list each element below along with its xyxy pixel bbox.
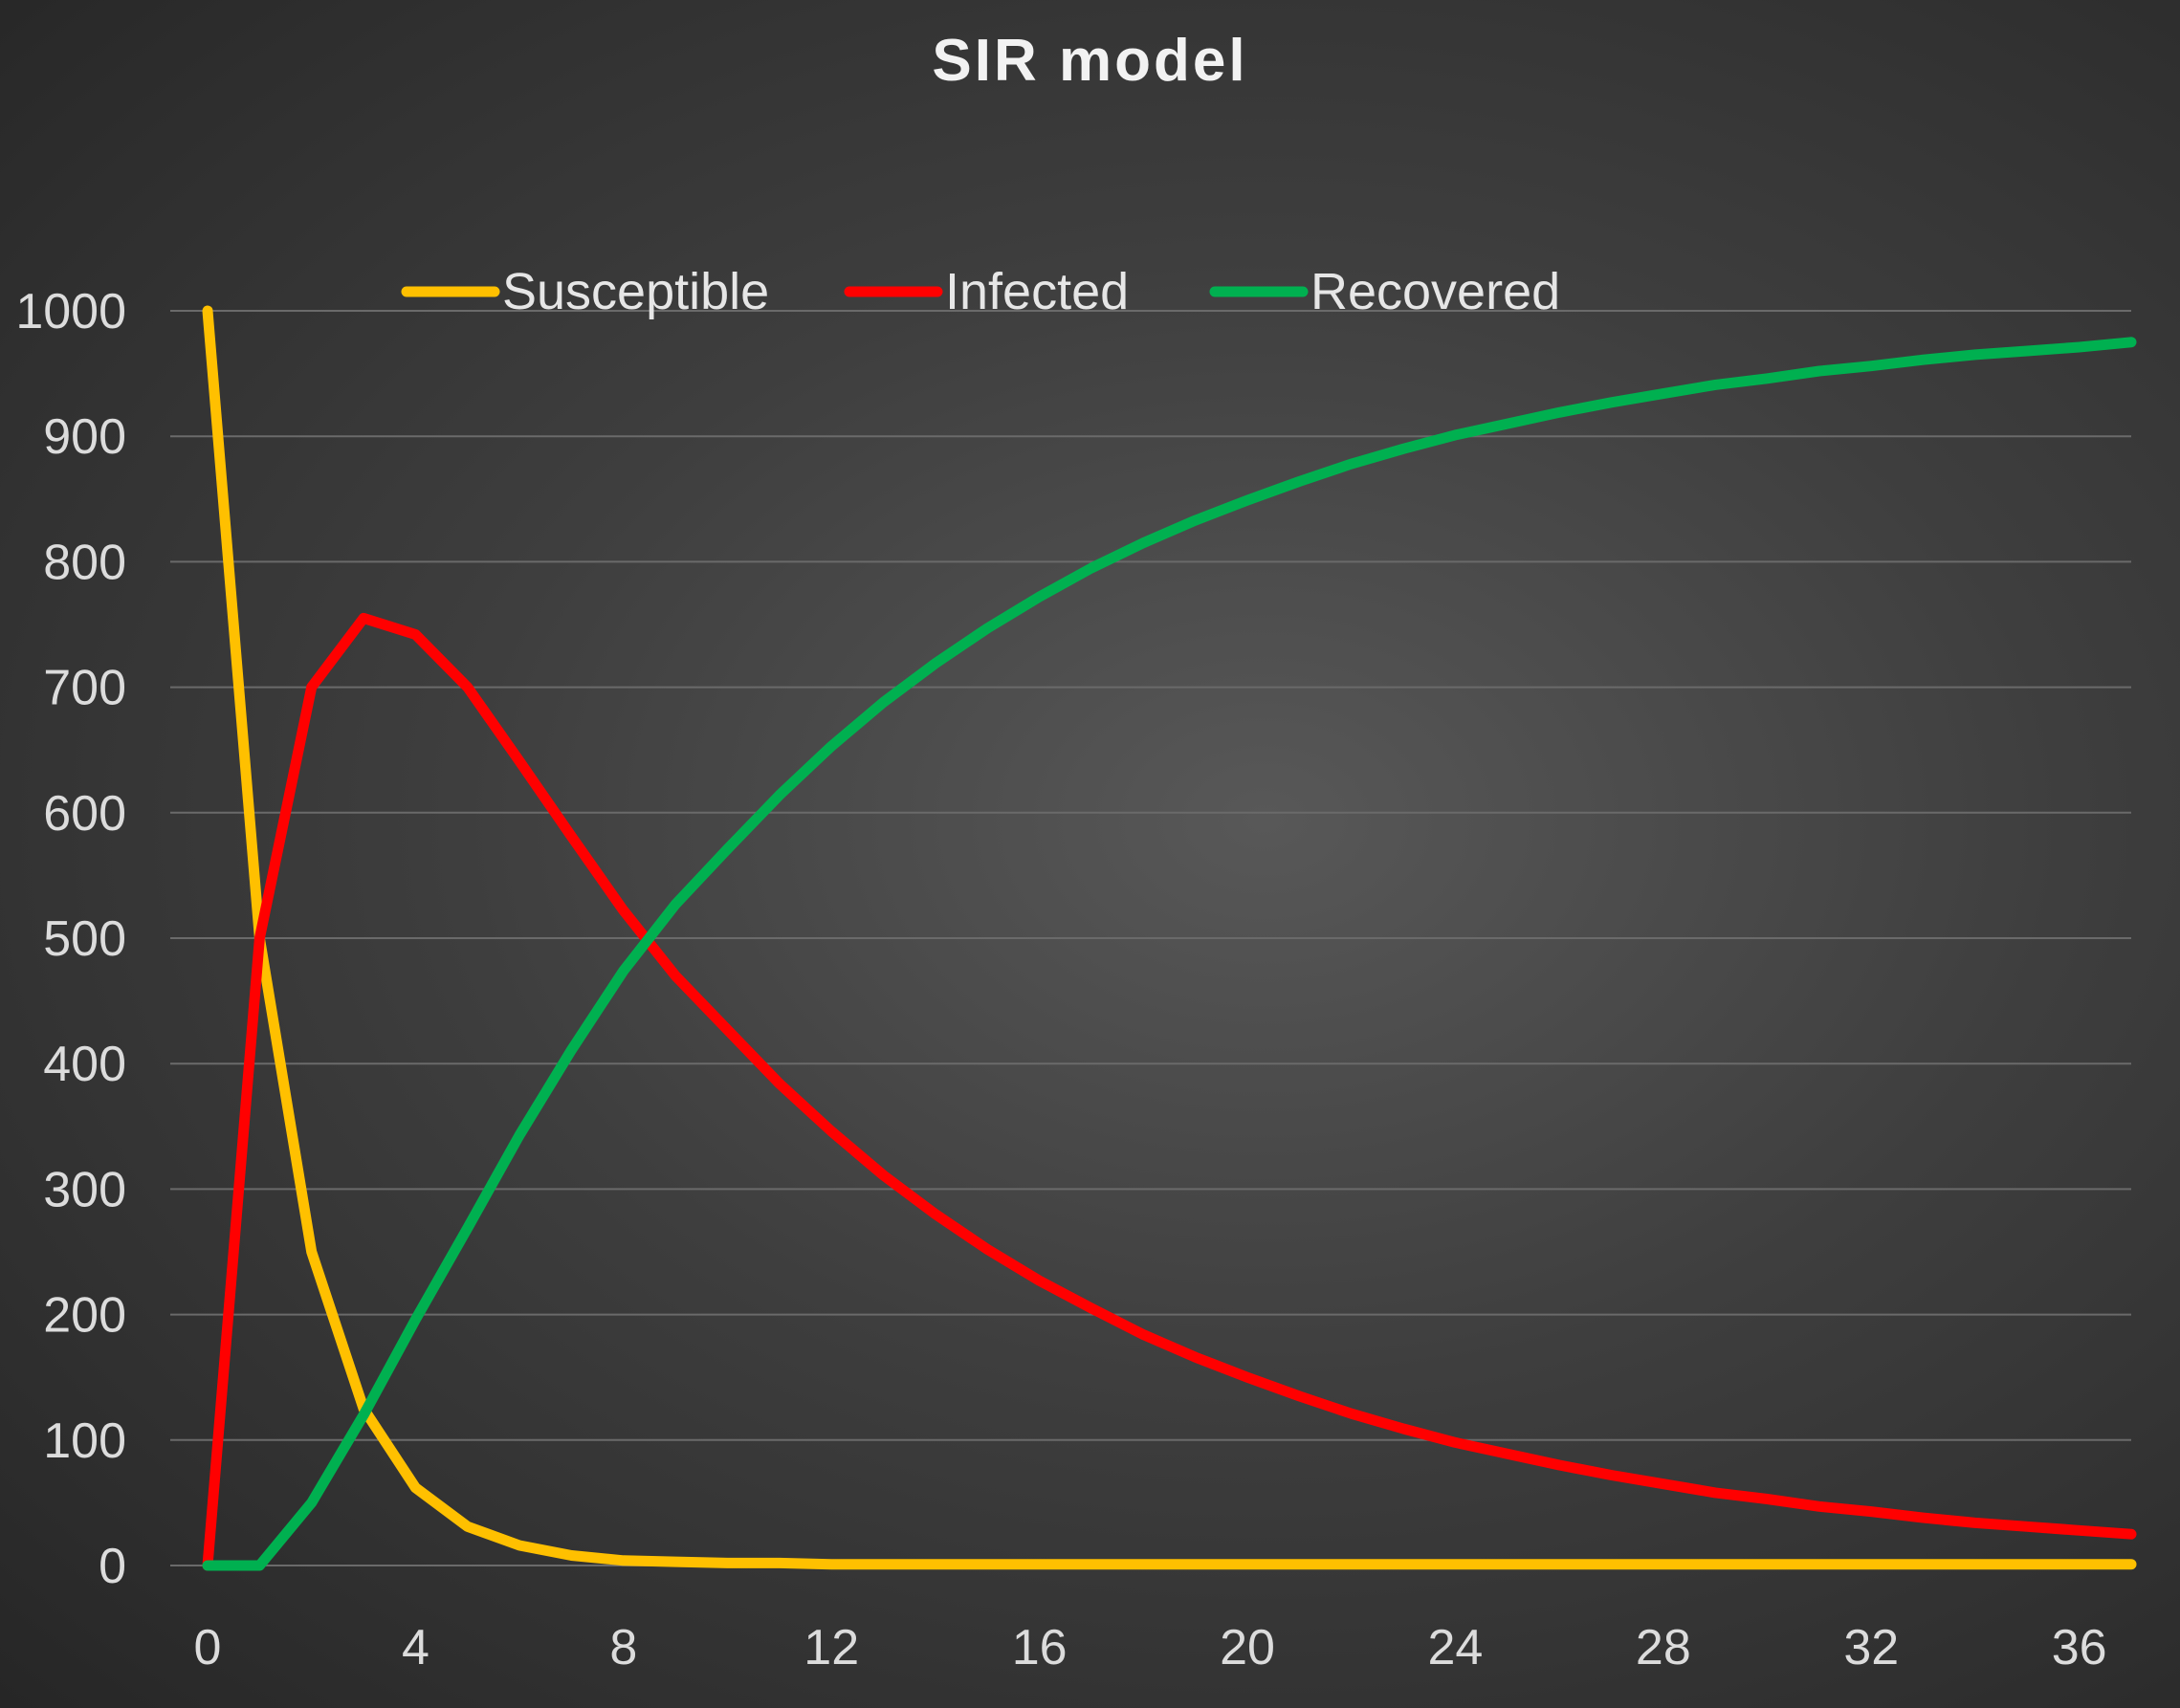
x-tick-label: 20 — [1220, 1620, 1275, 1675]
legend-label: Recovered — [1310, 263, 1560, 320]
x-tick-label: 36 — [2052, 1620, 2107, 1675]
x-tick-label: 0 — [194, 1620, 222, 1675]
x-tick-label: 12 — [804, 1620, 859, 1675]
x-axis-ticks: 0 4 8 12 16 20 24 28 32 36 — [194, 1620, 2107, 1675]
x-tick-label: 24 — [1428, 1620, 1484, 1675]
y-tick-label: 1000 — [15, 284, 126, 339]
legend: Susceptible Infected Recovered — [401, 263, 1560, 320]
series-line-infected — [202, 612, 2137, 1571]
y-tick-label: 600 — [43, 786, 126, 842]
x-tick-label: 8 — [609, 1620, 637, 1675]
legend-item-susceptible: Susceptible — [401, 263, 769, 320]
series-line-recovered — [202, 337, 2137, 1571]
y-tick-label: 500 — [43, 911, 126, 967]
x-tick-label: 16 — [1012, 1620, 1068, 1675]
legend-item-infected: Infected — [844, 263, 1129, 320]
gridlines — [170, 310, 2131, 1566]
y-tick-label: 700 — [43, 661, 126, 716]
y-tick-label: 100 — [43, 1413, 126, 1469]
y-tick-label: 200 — [43, 1288, 126, 1344]
y-tick-label: 300 — [43, 1162, 126, 1217]
y-axis-ticks: 0 100 200 300 400 500 600 700 800 900 1000 — [15, 284, 126, 1594]
x-tick-label: 4 — [402, 1620, 429, 1675]
series-line-susceptible — [202, 305, 2137, 1570]
y-tick-label: 400 — [43, 1037, 126, 1092]
chart-title: SIR model — [932, 28, 1248, 94]
y-tick-label: 900 — [43, 409, 126, 465]
x-tick-label: 28 — [1636, 1620, 1691, 1675]
series-lines — [202, 305, 2137, 1571]
y-tick-label: 800 — [43, 535, 126, 590]
legend-label: Susceptible — [502, 263, 769, 320]
legend-label: Infected — [945, 263, 1129, 320]
x-tick-label: 32 — [1843, 1620, 1899, 1675]
legend-item-recovered: Recovered — [1209, 263, 1560, 320]
y-tick-label: 0 — [99, 1539, 126, 1594]
